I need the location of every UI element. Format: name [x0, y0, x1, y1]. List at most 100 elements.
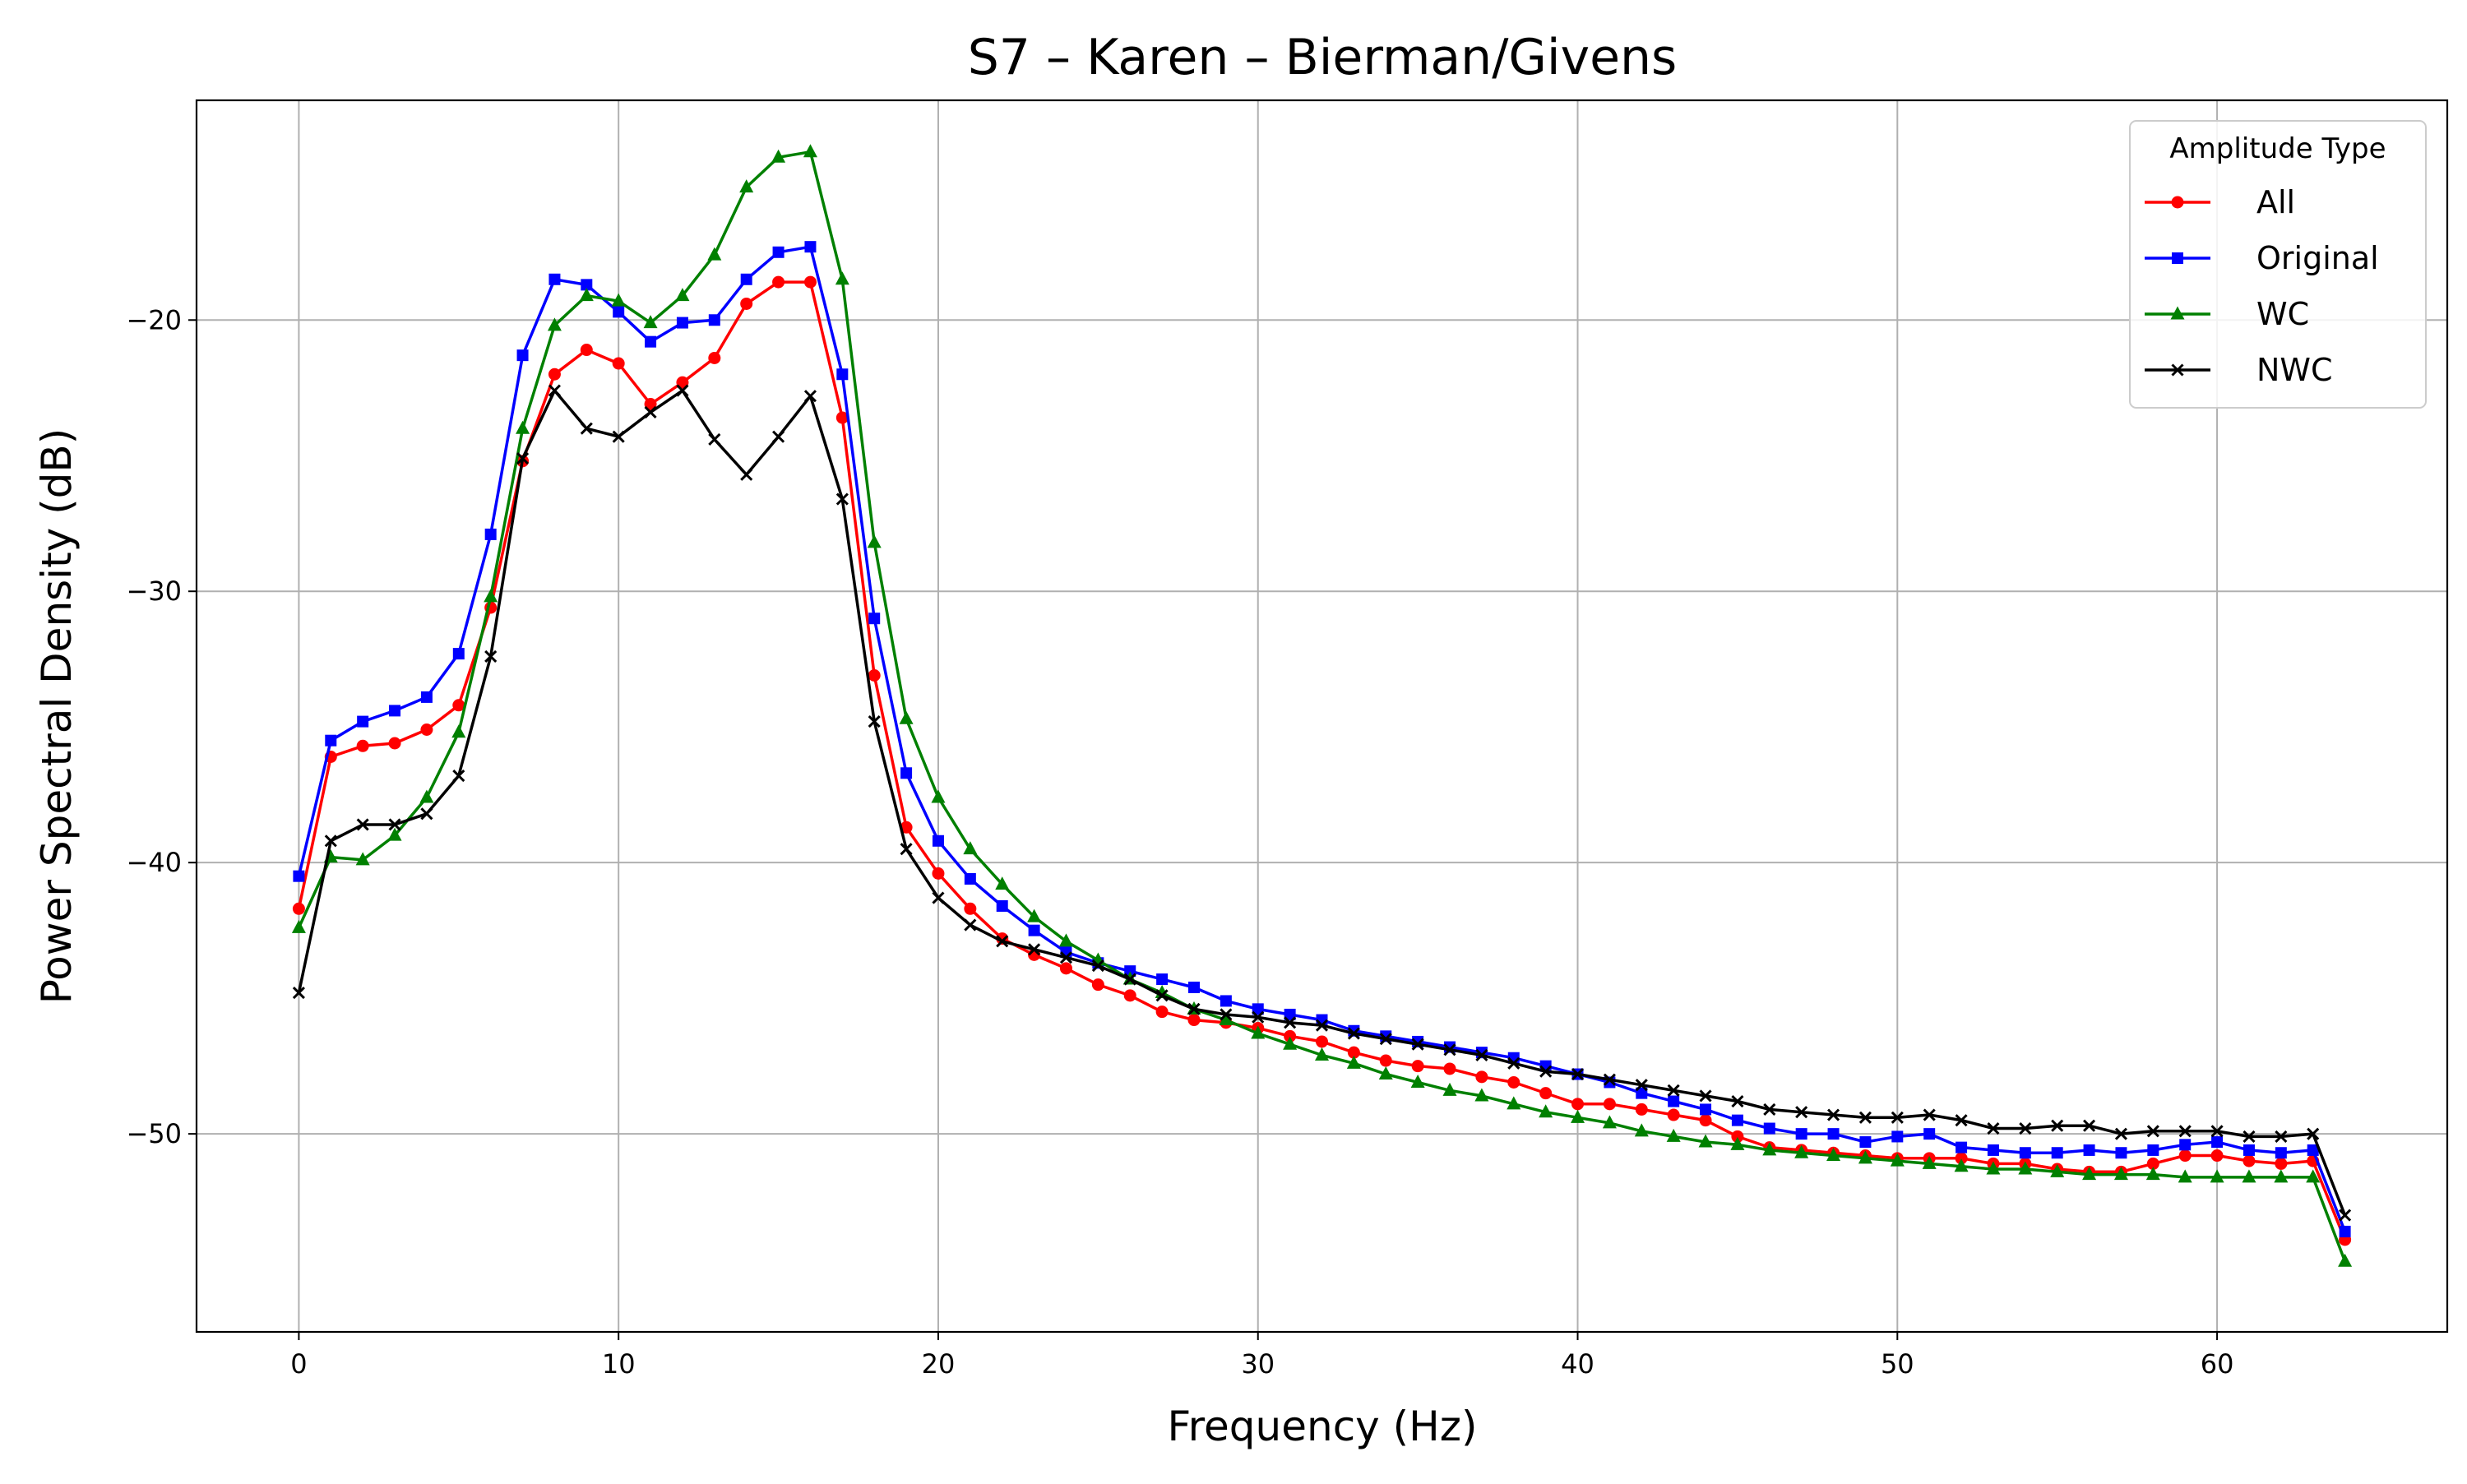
data-point-all	[1731, 1130, 1744, 1143]
data-point-wc	[1027, 908, 1042, 922]
data-point-wc	[1251, 1025, 1266, 1039]
data-point-original	[964, 872, 976, 885]
data-point-wc	[1539, 1104, 1553, 1118]
data-point-all	[356, 739, 369, 752]
data-point-original	[389, 705, 401, 717]
data-point-original	[772, 246, 785, 258]
data-point-wc	[1890, 1153, 1905, 1167]
data-point-nwc	[868, 715, 881, 728]
data-point-original	[2051, 1147, 2063, 1159]
y-tick-label: −20	[126, 304, 182, 335]
data-point-nwc	[1923, 1108, 1936, 1121]
data-point-all	[803, 275, 817, 289]
data-point-original	[2083, 1144, 2095, 1156]
data-point-all	[1091, 978, 1104, 992]
data-point-original	[548, 273, 561, 285]
data-point-nwc	[835, 492, 849, 506]
data-point-nwc	[484, 650, 498, 663]
data-point-all	[1603, 1098, 1616, 1111]
data-point-original	[868, 613, 881, 625]
data-point-original	[1220, 995, 1232, 1007]
data-point-original	[613, 306, 625, 318]
data-point-nwc	[1347, 1027, 1360, 1040]
data-point-nwc	[772, 430, 785, 443]
legend-marker-nwc	[2171, 363, 2184, 377]
data-point-nwc	[996, 935, 1009, 948]
data-point-nwc	[2275, 1130, 2288, 1143]
x-tick-label: 0	[290, 1348, 307, 1380]
data-point-all	[1347, 1046, 1360, 1059]
data-point-all	[1059, 962, 1072, 975]
data-point-all	[772, 275, 785, 289]
data-point-nwc	[1059, 951, 1073, 964]
data-point-original	[581, 279, 593, 291]
legend-label-all: All	[2256, 184, 2295, 220]
data-point-all	[2210, 1149, 2224, 1163]
data-point-nwc	[1763, 1103, 1776, 1116]
data-point-wc	[963, 841, 978, 855]
data-point-original	[2275, 1147, 2287, 1159]
data-point-wc	[1602, 1115, 1617, 1129]
data-point-nwc	[580, 422, 593, 435]
data-point-nwc	[1315, 1019, 1329, 1032]
y-tick-label: −30	[126, 576, 182, 607]
data-point-all	[1284, 1029, 1297, 1042]
data-point-all	[2178, 1149, 2192, 1163]
data-point-nwc	[2051, 1119, 2064, 1132]
data-point-all	[2146, 1157, 2159, 1170]
chart-title: S7 – Karen – Bierman/Givens	[968, 29, 1678, 86]
data-point-wc	[867, 534, 882, 548]
data-point-all	[1155, 1006, 1169, 1019]
data-point-nwc	[1028, 943, 1041, 956]
data-point-wc	[835, 271, 849, 285]
data-point-wc	[2306, 1169, 2321, 1183]
data-point-all	[420, 723, 433, 736]
data-point-nwc	[1858, 1111, 1872, 1124]
series-layer	[291, 144, 2353, 1267]
data-point-wc	[1762, 1142, 1777, 1156]
data-point-nwc	[1603, 1073, 1616, 1086]
data-point-original	[1028, 924, 1040, 936]
data-point-all	[708, 351, 721, 364]
data-point-all	[1571, 1098, 1585, 1111]
series-nwc	[292, 384, 2352, 1222]
data-point-nwc	[324, 834, 337, 848]
x-tick-label: 50	[1881, 1348, 1914, 1380]
x-tick-label: 10	[602, 1348, 636, 1380]
data-point-wc	[995, 876, 1010, 890]
data-point-wc	[899, 710, 914, 724]
data-point-nwc	[1220, 1008, 1233, 1021]
data-point-original	[2019, 1147, 2031, 1159]
data-point-wc	[2018, 1161, 2033, 1175]
data-point-all	[868, 669, 881, 682]
data-point-wc	[2338, 1253, 2353, 1267]
data-point-wc	[1058, 933, 1073, 947]
data-point-nwc	[1507, 1056, 1520, 1070]
data-point-all	[580, 344, 593, 357]
data-point-original	[1252, 1003, 1264, 1015]
data-point-nwc	[932, 891, 945, 904]
data-point-all	[1539, 1087, 1553, 1100]
data-point-nwc	[1443, 1043, 1456, 1056]
data-point-original	[836, 368, 849, 381]
data-point-wc	[1474, 1088, 1489, 1102]
data-point-all	[1123, 989, 1136, 1002]
data-point-original	[2307, 1144, 2319, 1156]
data-point-original	[1891, 1130, 1904, 1143]
data-point-all	[1187, 1014, 1201, 1027]
data-point-wc	[1571, 1109, 1585, 1123]
plot-area-frame	[195, 99, 2449, 1334]
data-point-nwc	[2339, 1209, 2352, 1222]
data-point-wc	[1954, 1158, 1969, 1172]
data-point-nwc	[1123, 973, 1136, 986]
data-point-nwc	[2146, 1125, 2159, 1138]
data-point-original	[293, 870, 305, 882]
data-point-original	[2339, 1225, 2351, 1237]
legend-title: Amplitude Type	[2169, 132, 2386, 165]
data-point-original	[1636, 1087, 1648, 1099]
data-point-wc	[707, 247, 722, 261]
data-point-original	[1668, 1095, 1680, 1107]
legend-marker-original	[2172, 252, 2183, 264]
y-tick-label: −40	[126, 847, 182, 878]
